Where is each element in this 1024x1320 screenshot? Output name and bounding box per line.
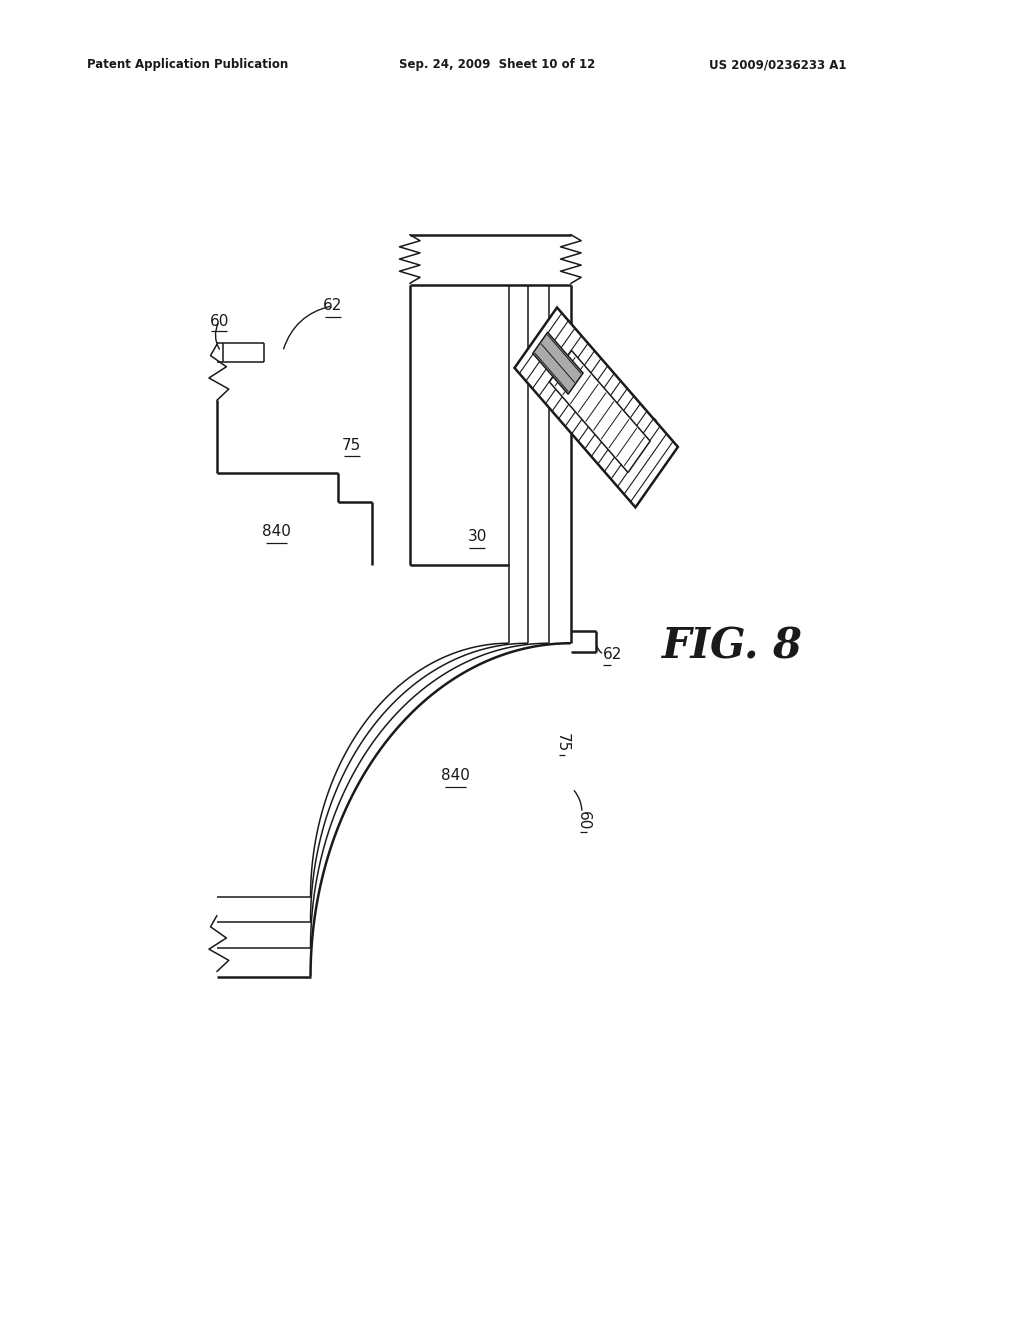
Text: 30: 30 (468, 529, 486, 544)
Text: 60: 60 (577, 812, 591, 830)
Text: 840: 840 (262, 524, 291, 539)
Text: 62: 62 (602, 647, 622, 661)
Text: 62: 62 (323, 298, 342, 313)
Polygon shape (532, 333, 583, 395)
Polygon shape (514, 308, 678, 507)
Polygon shape (550, 351, 650, 473)
Text: Sep. 24, 2009  Sheet 10 of 12: Sep. 24, 2009 Sheet 10 of 12 (399, 58, 596, 71)
Text: 20: 20 (640, 418, 659, 433)
Text: US 2009/0236233 A1: US 2009/0236233 A1 (709, 58, 846, 71)
Text: 75: 75 (555, 733, 569, 752)
Text: 75: 75 (342, 437, 361, 453)
Text: 60: 60 (210, 314, 229, 329)
Text: 840: 840 (441, 768, 470, 783)
Text: Patent Application Publication: Patent Application Publication (87, 58, 289, 71)
Text: FIG. 8: FIG. 8 (663, 626, 803, 668)
